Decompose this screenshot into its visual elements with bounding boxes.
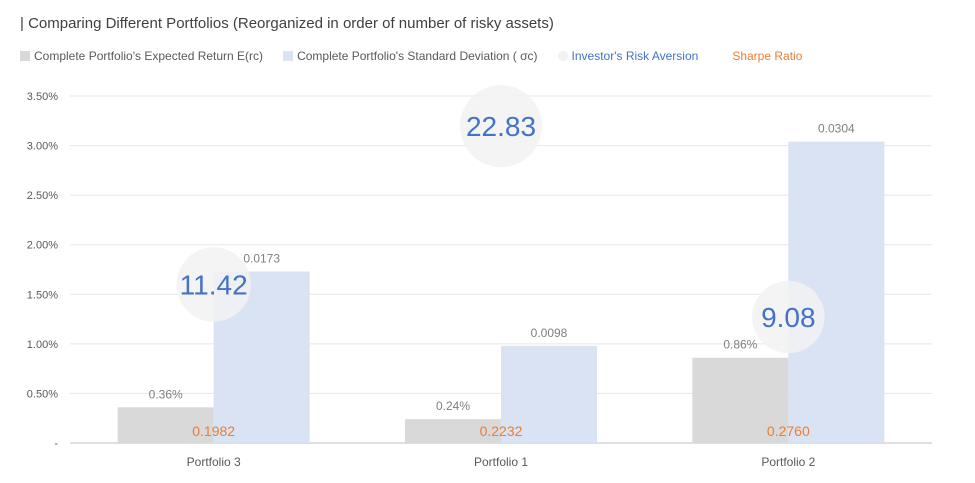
legend-swatch-std-dev [283,51,294,61]
legend: Complete Portfolio's Expected Return E(r… [20,49,802,63]
y-tick-label: 2.00% [27,240,58,252]
data-label-expected-return: 0.36% [149,387,183,401]
y-tick-label: - [54,438,58,450]
bar-expected-return [117,407,214,443]
bubble-risk-aversion [460,85,542,168]
y-tick-label: 2.50% [27,190,58,202]
data-label-expected-return: 0.24% [436,399,470,413]
legend-item-expected-return: Complete Portfolio's Expected Return E(r… [20,49,263,63]
data-label-std-dev: 0.0304 [818,122,855,136]
y-tick-label: 1.00% [27,339,58,351]
legend-swatch-risk-aversion [557,51,568,61]
data-label-risk-aversion: 11.42 [180,269,248,300]
bar-expected-return [692,357,789,443]
legend-label-sharpe: Sharpe Ratio [732,49,803,63]
data-label-std-dev: 0.0173 [243,251,280,265]
data-label-risk-aversion: 22.83 [466,111,536,142]
data-labels: 0.36% 0.0173 11.42 0.1982 0.24% 0.0098 22.83 0.… [149,111,855,439]
bar-expected-return [405,419,501,443]
legend-label-expected-return: Complete Portfolio's Expected Return E(r… [34,49,264,63]
legend-label-risk-aversion: Investor's Risk Aversion [571,49,699,63]
data-label-sharpe: 0.1982 [192,423,235,439]
y-tick-label: 0.50% [27,388,58,400]
bubble-risk-aversion [752,280,825,354]
bubble-risk-aversion [176,247,251,322]
data-label-sharpe: 0.2232 [480,423,523,439]
y-tick-label: 1.50% [27,289,58,301]
chart-title: | Comparing Different Portfolios (Reorga… [20,15,554,32]
legend-item-risk-aversion: Investor's Risk Aversion [557,49,699,63]
data-label-std-dev: 0.0098 [531,326,568,340]
x-axis-categories: Portfolio 3 Portfolio 1 Portfolio 2 [187,455,816,469]
legend-label-std-dev: Complete Portfolio's Standard Deviation … [297,49,538,63]
legend-item-sharpe: Sharpe Ratio [718,49,802,63]
bubbles [176,85,825,354]
data-label-sharpe: 0.2760 [767,423,810,439]
data-label-risk-aversion: 9.08 [761,302,816,333]
y-tick-label: 3.50% [27,91,58,103]
y-axis-ticks: - 0.50% 1.00% 1.50% 2.00% 2.50% 3.00% 3.50% [27,91,59,450]
y-tick-label: 3.00% [27,141,58,153]
legend-item-std-dev: Complete Portfolio's Standard Deviation … [283,49,538,63]
data-label-expected-return: 0.86% [723,338,757,352]
x-category-label: Portfolio 2 [761,455,815,469]
x-category-label: Portfolio 1 [474,455,528,469]
x-category-label: Portfolio 3 [187,455,241,469]
bars [117,141,885,443]
legend-swatch-expected-return [20,51,30,61]
bar-std-dev [501,345,597,443]
